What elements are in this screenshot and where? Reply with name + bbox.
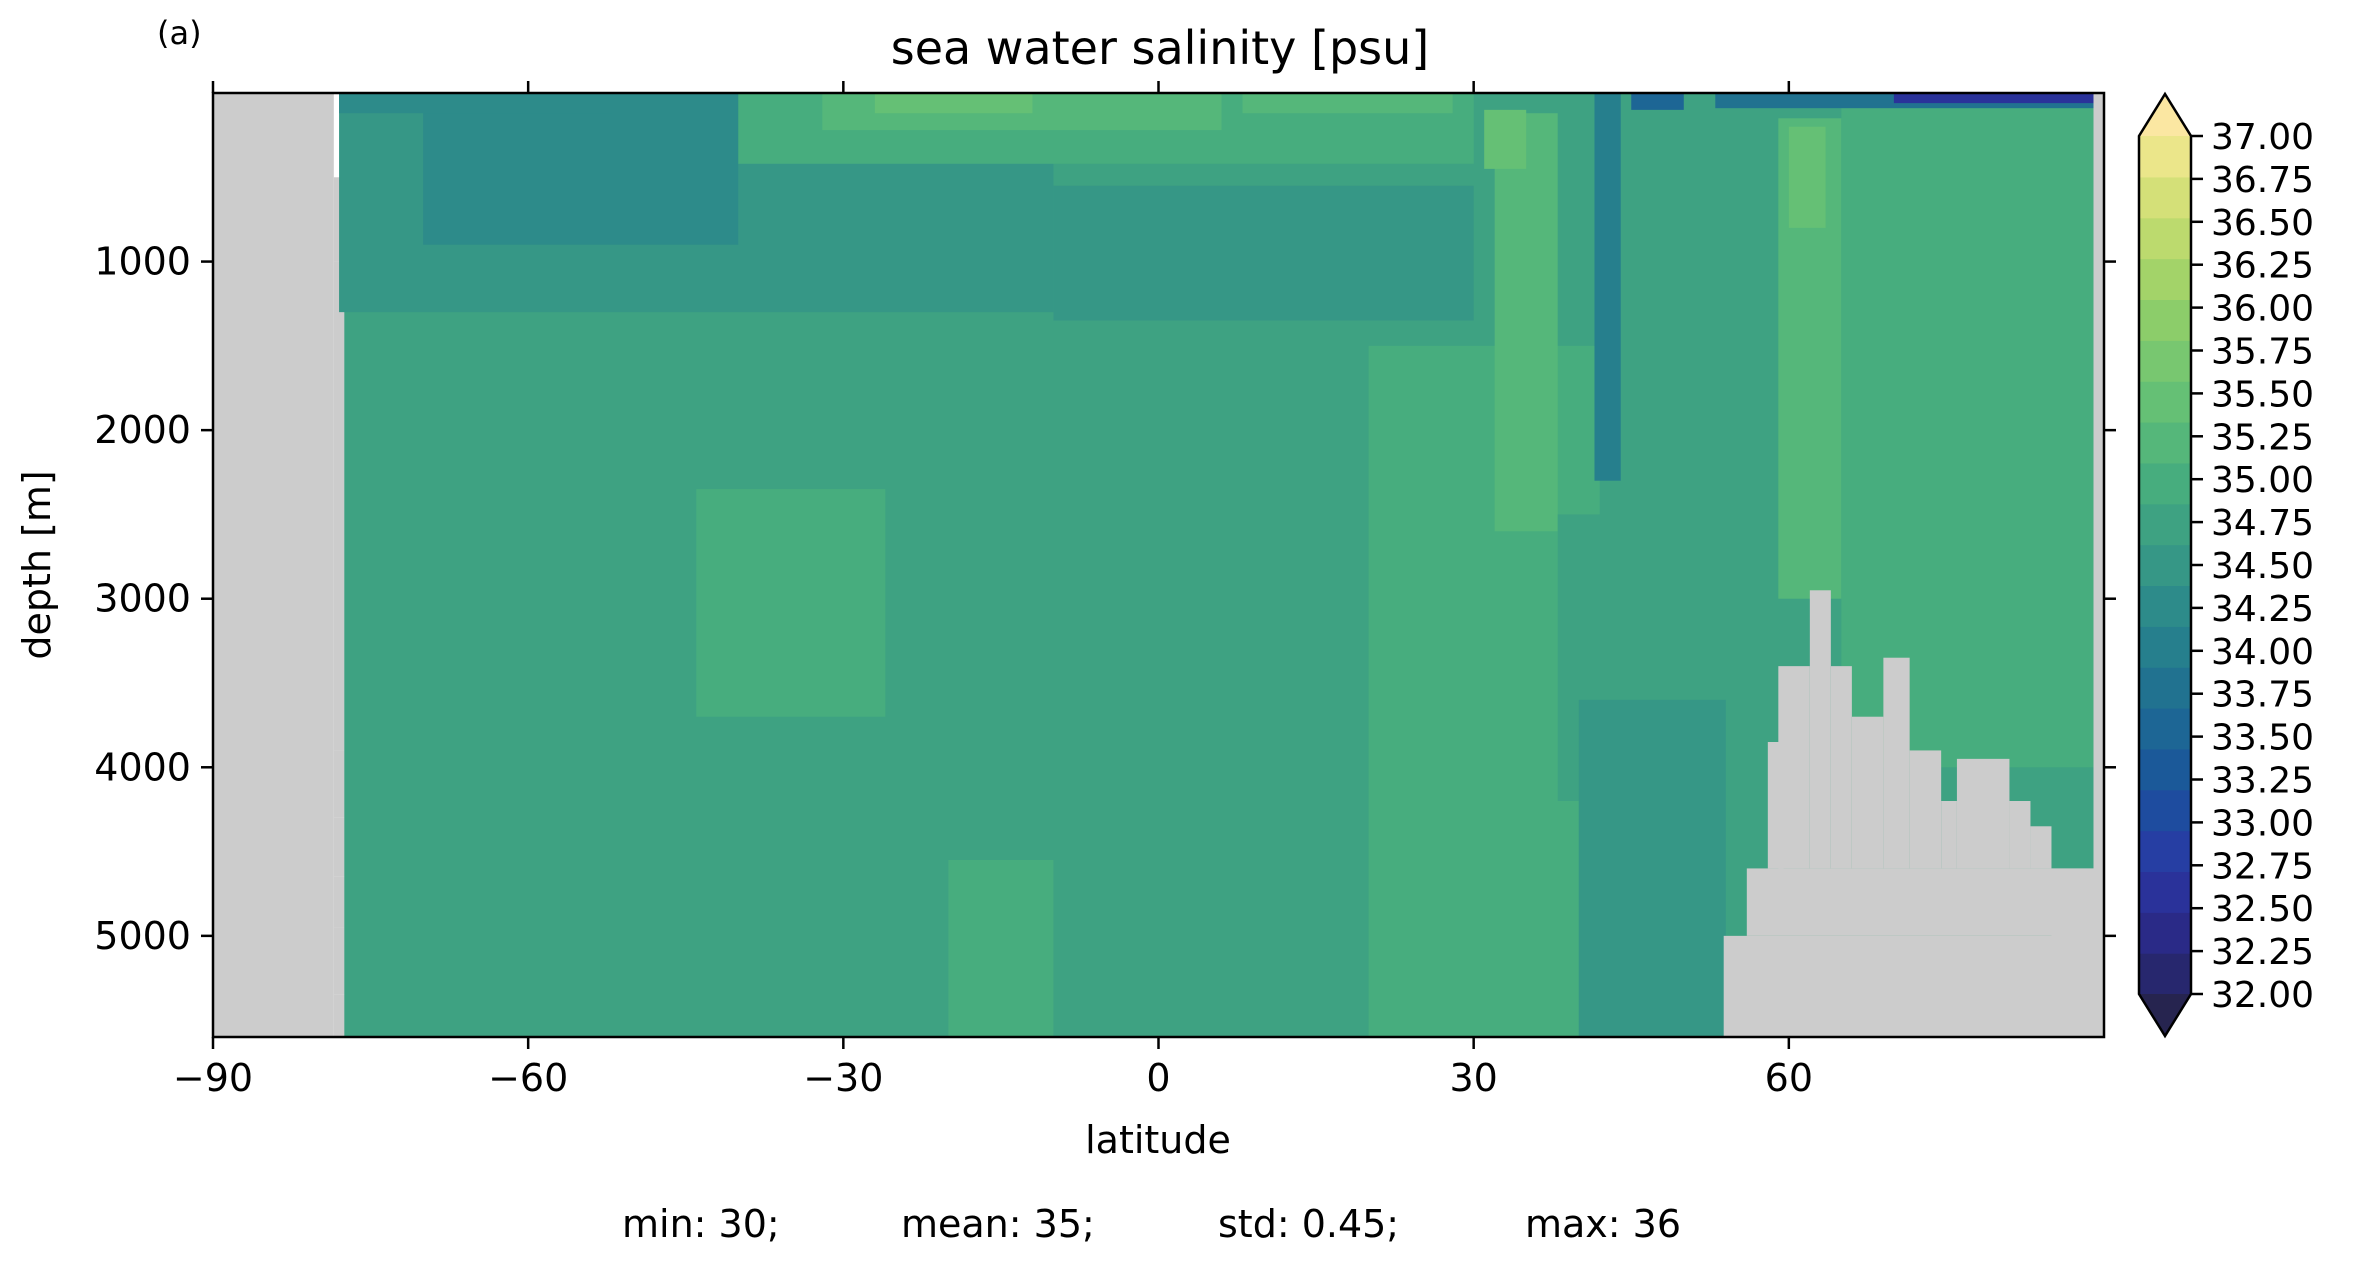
colorbar-segment <box>2139 748 2191 791</box>
colorbar-tick-label: 32.75 <box>2211 846 2314 887</box>
stat-max: max: 36 <box>1525 1202 1681 1246</box>
stat-mean: mean: 35; <box>901 1202 1095 1246</box>
field-cell-36 <box>1778 666 1810 869</box>
colorbar-tick-label: 35.25 <box>2211 417 2314 458</box>
field-cell-45 <box>2030 826 2052 869</box>
field-cell-33 <box>1723 935 2094 1037</box>
stat-min: min: 30; <box>622 1202 780 1246</box>
field-cell-21 <box>1494 113 1558 532</box>
x-tick-label: −90 <box>173 1056 253 1100</box>
colorbar-tick-label: 34.50 <box>2211 546 2314 587</box>
colorbar-segment <box>2139 136 2191 178</box>
colorbar-segment <box>2139 626 2191 668</box>
colorbar-tick-label: 36.75 <box>2211 160 2314 201</box>
field-cell-16 <box>1242 93 1453 114</box>
y-axis: 1000 2000 3000 4000 5000 <box>94 240 2116 958</box>
colorbar-tick-label: 35.50 <box>2211 374 2314 415</box>
x-axis: −90 −60 −30 0 30 60 <box>173 81 1813 1100</box>
field-cell-43 <box>1956 758 2010 869</box>
field-cell-15 <box>874 93 1033 114</box>
colorbar-tick-label: 36.50 <box>2211 203 2314 244</box>
field-cell-22 <box>1484 109 1527 169</box>
field-cell-39 <box>1851 716 1884 869</box>
field-cell-31 <box>1893 93 2094 104</box>
colorbar-segment <box>2139 708 2191 750</box>
field-cell-46 <box>2051 868 2099 1037</box>
colorbar-tick-label: 35.75 <box>2211 332 2314 373</box>
colorbar-segment <box>2139 871 2191 913</box>
colorbar-segment <box>2139 667 2191 709</box>
colorbar-segment <box>2139 217 2191 260</box>
field-cell-38 <box>1830 666 1852 869</box>
field-cell-40 <box>1883 657 1910 869</box>
field-cell-41 <box>1909 750 1942 869</box>
colorbar-tick-label: 33.25 <box>2211 761 2314 802</box>
field-cell-44 <box>2009 801 2031 869</box>
field-cell-47 <box>2093 93 2104 1037</box>
colorbar-segment <box>2139 830 2191 873</box>
colorbar-tick-label: 35.00 <box>2211 460 2314 501</box>
colorbar-tick-label: 32.25 <box>2211 932 2314 973</box>
y-tick-label: 4000 <box>94 745 191 789</box>
x-axis-label: latitude <box>1085 1118 1231 1162</box>
field-cell-25 <box>1594 93 1621 481</box>
x-tick-label: 0 <box>1146 1056 1170 1100</box>
colorbar-tick-label: 36.25 <box>2211 246 2314 287</box>
colorbar-tick-label: 34.25 <box>2211 589 2314 630</box>
colorbar-segment <box>2139 422 2191 464</box>
colorbar-segment <box>2139 503 2191 546</box>
x-tick-label: −30 <box>803 1056 883 1100</box>
field-cell-34 <box>1746 868 2094 936</box>
colorbar-segment <box>2139 789 2191 832</box>
colorbar-segment <box>2139 340 2191 382</box>
colorbar-tick-label: 34.00 <box>2211 632 2314 673</box>
field-cell-17 <box>1053 185 1474 321</box>
y-tick-label: 2000 <box>94 408 191 452</box>
colorbar-extend-low <box>2139 994 2191 1036</box>
colorbar-segment <box>2139 544 2191 587</box>
field-cell-11 <box>423 93 739 245</box>
field-cell-29 <box>1841 93 2094 768</box>
x-tick-label: 30 <box>1449 1056 1497 1100</box>
colorbar: 32.0032.2532.5032.7533.0033.2533.5033.75… <box>2137 91 2314 1039</box>
field-cell-18 <box>696 489 886 717</box>
colorbar-segment <box>2139 953 2191 995</box>
y-tick-label: 5000 <box>94 914 191 958</box>
colorbar-tick-label: 33.00 <box>2211 803 2314 844</box>
colorbar-tick-label: 34.75 <box>2211 503 2314 544</box>
x-tick-label: −60 <box>488 1056 568 1100</box>
colorbar-segment <box>2139 912 2191 954</box>
panel-label: (a) <box>157 14 202 52</box>
colorbar-tick-label: 36.00 <box>2211 289 2314 330</box>
colorbar-segment <box>2139 258 2191 301</box>
field-cell-24 <box>1578 699 1726 1037</box>
chart-title: sea water salinity [psu] <box>891 21 1430 75</box>
colorbar-segment <box>2139 176 2191 219</box>
x-tick-label: 60 <box>1765 1056 1813 1100</box>
colorbar-segment <box>2139 462 2191 505</box>
colorbar-extend-high <box>2139 94 2191 136</box>
colorbar-tick-label: 37.00 <box>2211 117 2314 158</box>
stat-std: std: 0.45; <box>1218 1202 1399 1246</box>
y-axis-label: depth [m] <box>15 470 59 659</box>
field-cell-12 <box>339 93 613 114</box>
colorbar-segment <box>2139 585 2191 627</box>
field-cell-37 <box>1809 590 1831 869</box>
field-cell-19 <box>948 860 1054 1037</box>
y-tick-label: 1000 <box>94 240 191 284</box>
colorbar-tick-label: 32.00 <box>2211 975 2314 1016</box>
colorbar-tick-label: 33.75 <box>2211 675 2314 716</box>
field-cell-26 <box>1631 93 1684 110</box>
colorbar-tick-label: 33.50 <box>2211 718 2314 759</box>
colorbar-segment <box>2139 299 2191 341</box>
colorbar-segment <box>2139 381 2191 423</box>
field-cell-42 <box>1941 801 1957 869</box>
salinity-section-plot <box>213 93 2104 1037</box>
field-cell-28 <box>1788 126 1826 228</box>
colorbar-tick-label: 32.50 <box>2211 889 2314 930</box>
y-tick-label: 3000 <box>94 577 191 621</box>
field-cell-0 <box>213 93 334 1037</box>
